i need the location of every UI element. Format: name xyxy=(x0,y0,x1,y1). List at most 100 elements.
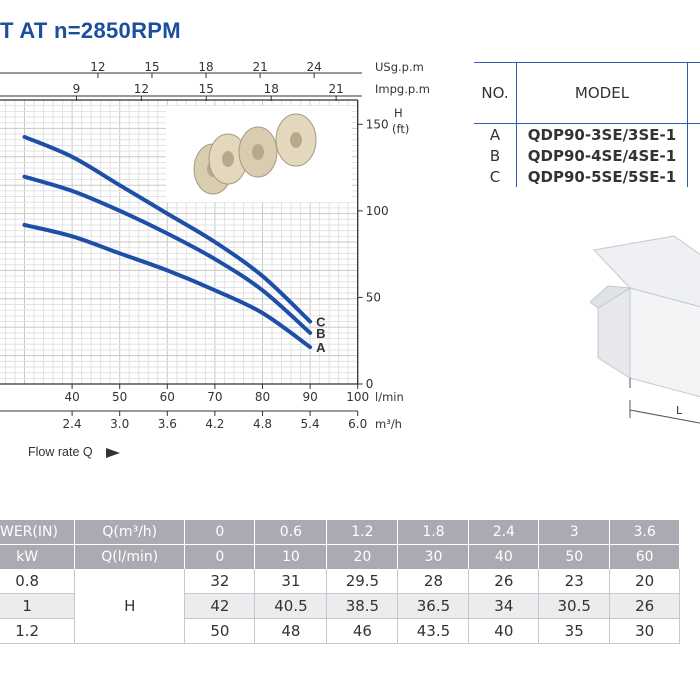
model-row-name: QDP90-3SE/3SE-1 xyxy=(516,123,688,145)
header-value: 0 xyxy=(184,520,256,545)
value-cell: 30 xyxy=(609,618,680,644)
tick-label-m3h: 3.6 xyxy=(158,417,177,431)
value-cell: 26 xyxy=(468,569,540,594)
packing-box-diagram: L xyxy=(590,235,700,424)
header-power: WER(IN) xyxy=(0,520,76,545)
value-cell: 29.5 xyxy=(326,569,399,594)
tick-label-usgpm: 12 xyxy=(90,60,105,74)
value-cell: 38.5 xyxy=(326,593,399,619)
tick-label-lmin: 70 xyxy=(207,390,222,404)
curve-label-b: B xyxy=(316,326,325,341)
tick-label-usgpm: 18 xyxy=(198,60,213,74)
tick-label-m3h: 2.4 xyxy=(63,417,82,431)
header-value: 3 xyxy=(538,520,611,545)
header-value: 0.6 xyxy=(254,520,328,545)
unit-lmin: l/min xyxy=(375,390,404,404)
value-cell: 46 xyxy=(326,618,399,644)
table-row: 1.2 50 48 46 43.5 40 35 30 xyxy=(0,618,680,644)
model-table-header-extra xyxy=(687,62,700,124)
curve-label-a: A xyxy=(316,340,326,355)
model-table-header-model: MODEL xyxy=(516,62,688,124)
model-row-no: B xyxy=(474,145,517,166)
table-row: 0.8 H 32 31 29.5 28 26 23 20 xyxy=(0,569,680,644)
value-cell: 30.5 xyxy=(538,593,611,619)
power-cell: 0.8 xyxy=(0,569,76,594)
curve-label-c: C xyxy=(316,315,326,330)
impeller-4 xyxy=(275,113,317,167)
header-value: 10 xyxy=(254,544,328,569)
value-cell: 50 xyxy=(184,618,256,644)
chart-title: T AT n=2850RPM xyxy=(0,18,181,43)
model-table-header-no: NO. xyxy=(474,62,517,124)
unit-impgpm: Impg.p.m xyxy=(375,82,430,96)
tick-label-lmin: 60 xyxy=(160,390,175,404)
tick-label-ft: 50 xyxy=(366,290,381,304)
tick-label-impgpm: 12 xyxy=(134,82,149,96)
header-value: 30 xyxy=(397,544,470,569)
value-cell: 48 xyxy=(254,618,328,644)
curve-c xyxy=(22,134,313,324)
tick-label-lmin: 40 xyxy=(64,390,79,404)
header-row-m3h: WER(IN) Q(m³/h) 0 0.6 1.2 1.8 2.4 3 3.6 xyxy=(0,520,680,545)
tick-label-m3h: 3.0 xyxy=(110,417,129,431)
chart-curves xyxy=(22,134,313,350)
tick-label-m3h: 6.0 xyxy=(348,417,367,431)
header-q-m3h: Q(m³/h) xyxy=(74,520,186,545)
value-cell: 40 xyxy=(468,618,540,644)
impeller-photo xyxy=(166,106,352,202)
header-value: 50 xyxy=(538,544,611,569)
tick-label-ft: 0 xyxy=(366,377,374,391)
model-row-name: QDP90-4SE/4SE-1 xyxy=(516,145,688,166)
value-cell: 36.5 xyxy=(397,593,470,619)
table-row: 1 42 40.5 38.5 36.5 34 30.5 26 xyxy=(0,593,680,619)
tick-label-impgpm: 18 xyxy=(264,82,279,96)
value-cell: 32 xyxy=(184,569,256,594)
tick-label-impgpm: 15 xyxy=(199,82,214,96)
unit-ft-paren: (ft) xyxy=(392,122,409,136)
tick-label-m3h: 4.8 xyxy=(253,417,272,431)
value-cell: 43.5 xyxy=(397,618,470,644)
value-cell: 28 xyxy=(397,569,470,594)
tick-label-usgpm: 24 xyxy=(307,60,322,74)
curve-b xyxy=(22,174,313,335)
header-value: 1.8 xyxy=(397,520,470,545)
tick-label-lmin: 90 xyxy=(302,390,317,404)
header-value: 0 xyxy=(184,544,256,569)
header-value: 2.4 xyxy=(468,520,540,545)
value-cell: 20 xyxy=(609,569,680,594)
performance-data-table: WER(IN) Q(m³/h) 0 0.6 1.2 1.8 2.4 3 3.6 … xyxy=(0,520,680,644)
tick-label-ft: 100 xyxy=(366,204,389,218)
tick-label-impgpm: 21 xyxy=(328,82,343,96)
box-length-label: L xyxy=(676,404,683,417)
model-row-no: C xyxy=(474,166,517,187)
value-cell: 40.5 xyxy=(254,593,328,619)
value-cell: 31 xyxy=(254,569,328,594)
header-value: 60 xyxy=(609,544,680,569)
unit-m3h: m³/h xyxy=(375,417,402,431)
tick-label-usgpm: 21 xyxy=(252,60,267,74)
value-cell: 26 xyxy=(609,593,680,619)
header-value: 20 xyxy=(326,544,399,569)
header-q-lmin: Q(l/min) xyxy=(74,544,186,569)
header-kw: kW xyxy=(0,544,76,569)
value-cell: 42 xyxy=(184,593,256,619)
tick-label-m3h: 5.4 xyxy=(301,417,320,431)
tick-label-lmin: 50 xyxy=(112,390,127,404)
power-cell: 1 xyxy=(0,593,76,619)
h-label-cell: H xyxy=(74,569,186,644)
model-row-name: QDP90-5SE/5SE-1 xyxy=(516,166,688,187)
impeller-3 xyxy=(238,126,278,178)
model-table: NO. MODEL A QDP90-3SE/3SE-1 B QDP90-4SE/… xyxy=(474,62,700,187)
model-row-no: A xyxy=(474,123,517,145)
tick-label-usgpm: 15 xyxy=(144,60,159,74)
impeller-2 xyxy=(208,133,248,185)
tick-label-lmin: 80 xyxy=(255,390,270,404)
chart-axes xyxy=(0,72,363,416)
value-cell: 35 xyxy=(538,618,611,644)
header-value: 40 xyxy=(468,544,540,569)
tick-label-impgpm: 9 xyxy=(73,82,81,96)
power-cell: 1.2 xyxy=(0,618,76,644)
unit-ft-h: H xyxy=(394,106,403,120)
